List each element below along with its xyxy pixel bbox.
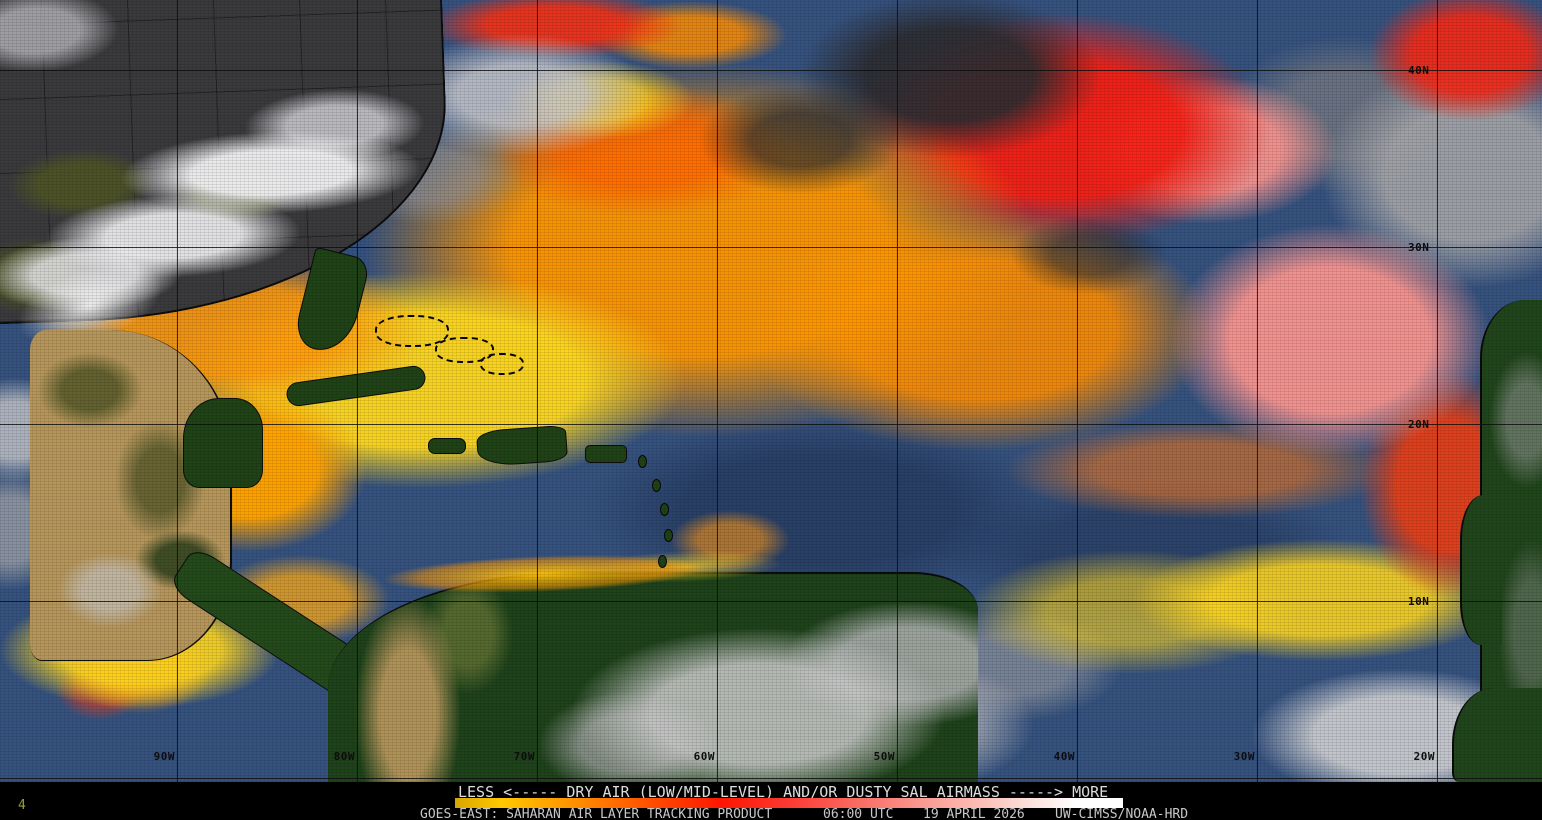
latitude-label: 20N xyxy=(1408,418,1430,431)
latitude-gridline xyxy=(0,247,1542,248)
valid-date: 19 APRIL 2026 xyxy=(923,807,1025,820)
longitude-gridline xyxy=(1077,0,1078,782)
longitude-gridline xyxy=(537,0,538,782)
mexico-landmass xyxy=(30,330,232,661)
islet xyxy=(664,529,673,542)
legend-bar: 4 LESS <----- DRY AIR (LOW/MID-LEVEL) AN… xyxy=(0,782,1542,820)
longitude-label: 80W xyxy=(333,750,355,763)
data-credit: UW-CIMSS/NOAA-HRD xyxy=(1055,807,1189,820)
lesser-antilles-arc xyxy=(630,455,690,585)
longitude-gridline xyxy=(1257,0,1258,782)
islet xyxy=(652,479,661,492)
longitude-gridline xyxy=(177,0,178,782)
africa-senegal-coast xyxy=(1452,688,1542,782)
longitude-gridline xyxy=(717,0,718,782)
longitude-label: 70W xyxy=(513,750,535,763)
south-america-landmass xyxy=(328,572,978,782)
latlon-grid: 40N 30N 20N 10N 90W 80W 70W 60W 50W 40W 30W 20W xyxy=(0,0,1542,782)
frame-number: 4 xyxy=(18,798,26,813)
longitude-gridline xyxy=(357,0,358,782)
bahamas-banks-outline xyxy=(375,315,535,377)
latitude-label: 40N xyxy=(1408,64,1430,77)
islet xyxy=(660,503,669,516)
latitude-label: 10N xyxy=(1408,595,1430,608)
satellite-map: 40N 30N 20N 10N 90W 80W 70W 60W 50W 40W 30W 20W xyxy=(0,0,1542,782)
bank-outline xyxy=(480,353,524,375)
puerto-rico-island xyxy=(585,445,627,463)
latitude-label: 30N xyxy=(1408,241,1430,254)
longitude-gridline xyxy=(1437,0,1438,782)
latitude-gridline xyxy=(0,778,1542,779)
islet xyxy=(638,455,647,468)
product-title: GOES-EAST: SAHARAN AIR LAYER TRACKING PR… xyxy=(420,807,773,820)
longitude-label: 20W xyxy=(1413,750,1435,763)
longitude-label: 30W xyxy=(1233,750,1255,763)
bank-outline xyxy=(375,315,449,347)
colorbar-gradient xyxy=(455,798,1123,808)
valid-time: 06:00 UTC xyxy=(823,807,894,820)
islet xyxy=(658,555,667,568)
longitude-label: 50W xyxy=(873,750,895,763)
longitude-label: 60W xyxy=(693,750,715,763)
africa-coast-bulge xyxy=(1460,495,1502,645)
latitude-gridline xyxy=(0,601,1542,602)
latitude-gridline xyxy=(0,424,1542,425)
latitude-gridline xyxy=(0,70,1542,71)
jamaica-island xyxy=(428,438,466,454)
footer-line: GOES-EAST: SAHARAN AIR LAYER TRACKING PR… xyxy=(0,782,1542,820)
yucatan-peninsula xyxy=(183,398,263,488)
bank-outline xyxy=(435,337,494,363)
longitude-label: 90W xyxy=(153,750,175,763)
longitude-label: 40W xyxy=(1053,750,1075,763)
longitude-gridline xyxy=(897,0,898,782)
colorbar-caption: LESS <----- DRY AIR (LOW/MID-LEVEL) AND/… xyxy=(458,783,1109,801)
